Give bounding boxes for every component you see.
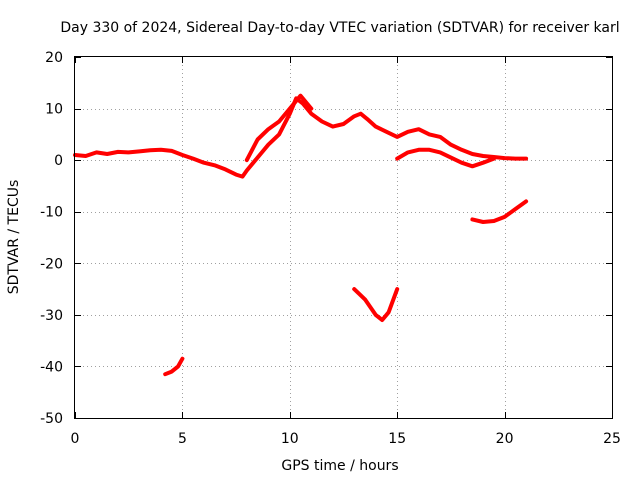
series-arc-3	[163, 356, 185, 377]
chart-title: Day 330 of 2024, Sidereal Day-to-day VTE…	[60, 20, 619, 36]
tick-layer: 0 5 10 15 20 25 -50 -40 -30 -20 -10 0 10 20	[40, 50, 621, 447]
plot-frame	[74, 56, 613, 419]
y-tick-label: -20	[40, 256, 63, 272]
y-tick-label: -30	[40, 308, 63, 324]
y-tick-label: -40	[40, 359, 63, 375]
x-tick-label: 10	[281, 431, 299, 447]
y-tick-label: -50	[40, 411, 63, 427]
series-arc-1	[73, 96, 529, 179]
series-arc-2	[395, 147, 496, 169]
y-axis-label: SDTVAR / TECUs	[6, 180, 22, 295]
y-tick-label: -10	[40, 205, 63, 221]
x-tick-label: 15	[388, 431, 406, 447]
x-tick-label: 25	[603, 431, 621, 447]
y-tick-label: 10	[45, 102, 63, 118]
y-tick-label: 20	[45, 50, 63, 66]
series-arc-5	[470, 199, 529, 224]
series-arc-4	[352, 287, 400, 322]
x-tick-label: 5	[178, 431, 187, 447]
series-layer	[73, 93, 529, 377]
y-tick-label: 0	[54, 153, 63, 169]
grid-layer	[75, 57, 612, 418]
x-axis-label: GPS time / hours	[281, 458, 398, 474]
x-tick-label: 20	[496, 431, 514, 447]
x-tick-label: 0	[71, 431, 80, 447]
series-arc-6	[244, 93, 314, 163]
